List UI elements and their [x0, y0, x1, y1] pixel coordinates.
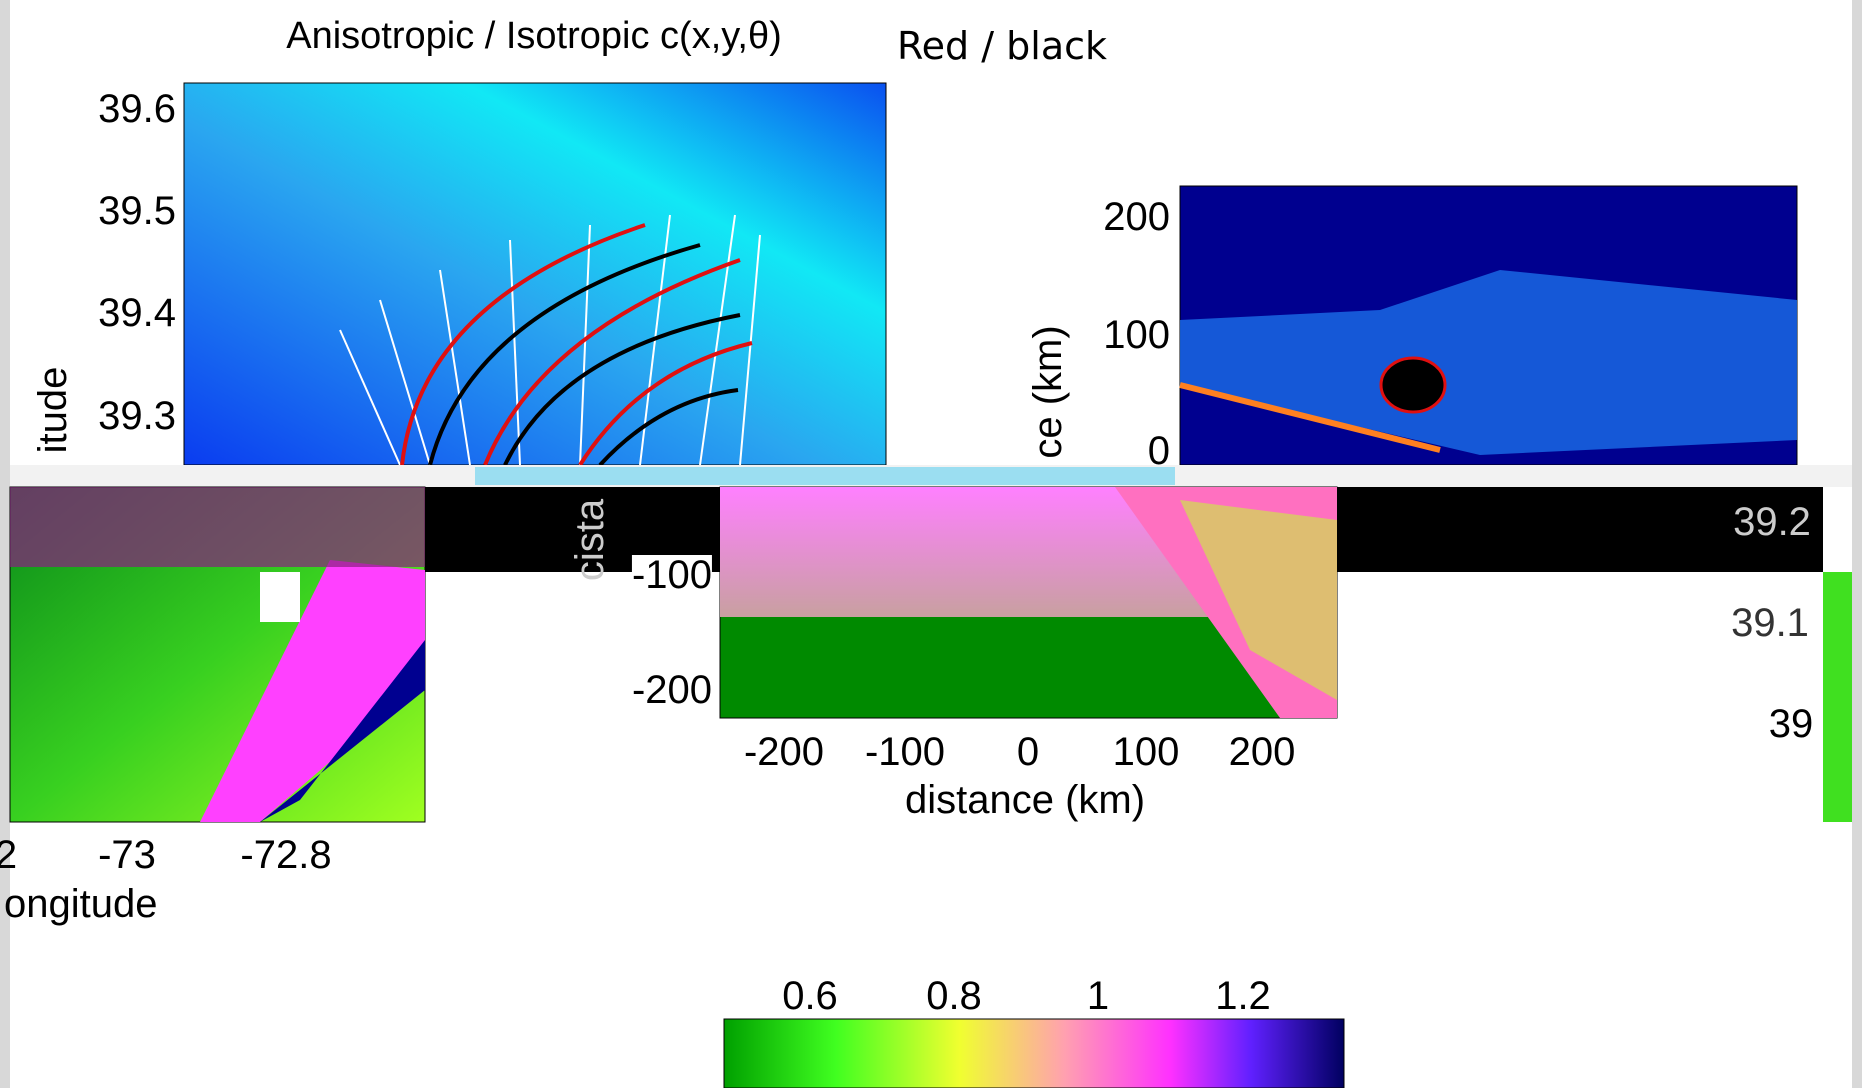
- x-tick-label: -200: [743, 730, 825, 774]
- x-tick-label: 100: [1112, 730, 1180, 774]
- x-tick-label: -100: [864, 730, 946, 774]
- section-edge: [1179, 382, 1441, 453]
- colorbar-tick-label: 1: [1086, 974, 1110, 1018]
- glitch: [1337, 487, 1823, 572]
- x-axis-label: distance (km): [904, 778, 1146, 822]
- glitch: [10, 487, 425, 567]
- x-tick-label: -72.8: [240, 833, 332, 877]
- ray-curves: [339, 214, 761, 467]
- title: Anisotropic / Isotropic c(x,y,θ): [286, 15, 782, 57]
- heatmap-patch: [200, 560, 425, 822]
- y-tick-label: 100: [1103, 313, 1170, 357]
- y-tick-label: 0: [1147, 429, 1170, 473]
- y-axis-label: itude: [31, 366, 75, 454]
- y-tick-label: 39.5: [98, 189, 176, 233]
- x-tick-label: 0: [1016, 730, 1040, 774]
- glitch: [475, 467, 1175, 485]
- colorbar-tick-label: 0.6: [782, 974, 838, 1018]
- colorbar-tick-label: 1.2: [1215, 974, 1271, 1018]
- edge: [0, 0, 10, 1088]
- y-tick-label: 39: [1768, 702, 1814, 746]
- x-tick-label: -73: [98, 833, 156, 877]
- x-axis-label: ongitude: [4, 882, 158, 926]
- edge: [1852, 0, 1862, 1088]
- y-tick-label: 200: [1103, 195, 1170, 239]
- section-fill: [1180, 270, 1797, 455]
- y-tick-label: 39.3: [98, 394, 176, 438]
- y-axis-label: ce (km): [1026, 325, 1070, 459]
- colorbar-tick-label: 0.8: [926, 974, 982, 1018]
- heatmap: [1823, 572, 1852, 822]
- y-axis-label: cista: [568, 498, 612, 582]
- section-fill: [1180, 500, 1337, 700]
- colorbar: [723, 1018, 1345, 1088]
- y-tick-label: 39.2: [1733, 500, 1811, 544]
- y-tick-label: -100: [631, 553, 712, 597]
- x-tick-label: 2: [0, 833, 18, 877]
- y-tick-label: -200: [631, 668, 712, 712]
- y-tick-label: 39.6: [98, 87, 176, 131]
- y-tick-label: 39.1: [1731, 601, 1809, 645]
- x-tick-label: 200: [1228, 730, 1296, 774]
- y-tick-label: 39.4: [98, 291, 176, 335]
- glitch: [260, 572, 300, 622]
- subtitle: Red / black: [896, 24, 1108, 68]
- anomaly: [1379, 356, 1447, 414]
